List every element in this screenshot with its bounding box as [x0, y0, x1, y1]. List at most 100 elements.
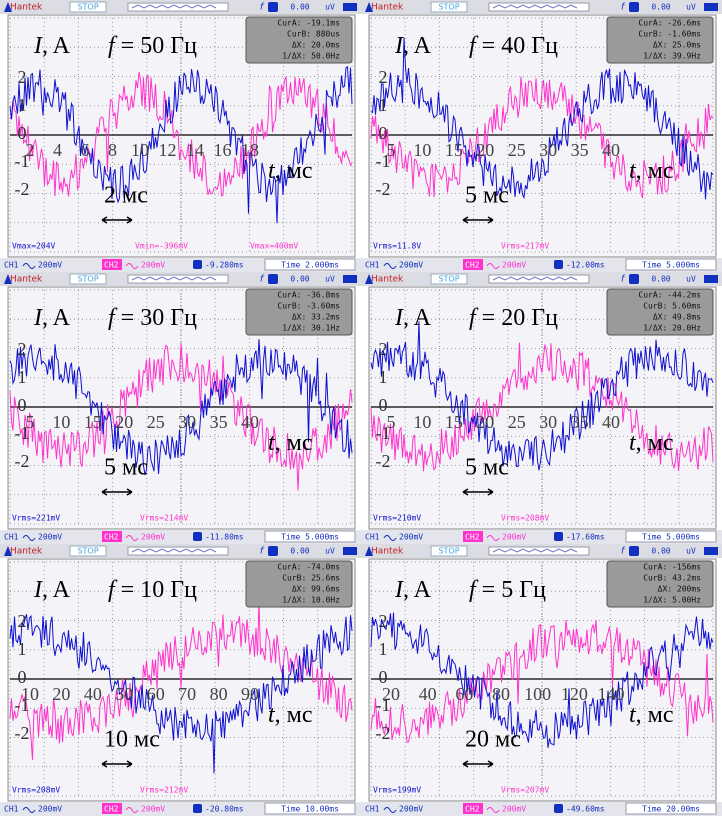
cursor-info: CurA: -44.2ms: [638, 291, 701, 300]
cursor-info: ΔX: 49.8ms: [653, 313, 701, 322]
y-tick-label: 2: [379, 339, 388, 359]
cursor-info: 1/ΔX: 50.0Hz: [282, 52, 340, 61]
brand: Hantek: [371, 275, 404, 285]
measure-readout: Vrms=208mV: [501, 514, 549, 523]
timebase: Time 2.000ms: [281, 261, 339, 270]
frequency-label: f= 30 Гц: [108, 305, 197, 331]
ch1-label: CH1: [4, 261, 19, 270]
y-tick-label: 1: [379, 639, 388, 659]
x-tick-label: 40: [602, 140, 620, 160]
time-offset: -12.00ms: [566, 261, 605, 270]
trigger-value: 0.00: [651, 3, 670, 12]
x-tick-label: 60: [455, 684, 473, 704]
offset-icon: [193, 260, 202, 269]
ch1-scale: 200mV: [399, 533, 423, 542]
y-tick-label: 1: [18, 639, 27, 659]
x-axis-label: t, мс: [629, 430, 674, 456]
cursor-info: CurB: -3.60ms: [277, 302, 340, 311]
timebase: Time 10.00ms: [281, 805, 339, 814]
measure-readout: Vrms=221mV: [12, 514, 60, 523]
trigger-unit: uV: [686, 547, 696, 556]
f-value: = 50 Гц: [121, 33, 197, 59]
measure-readout: Vrms=207mV: [501, 786, 549, 795]
x-axis-label: t, мс: [629, 158, 674, 184]
x-tick-label: 5: [26, 412, 35, 432]
trigger-value: 0.00: [290, 3, 309, 12]
timebase: Time 5.000ms: [281, 533, 339, 542]
trigger-value: 0.00: [290, 547, 309, 556]
cursor-info: ΔX: 33.2ms: [292, 313, 340, 322]
x-tick-label: 80: [492, 684, 510, 704]
measure-readout: Vrms=208mV: [12, 786, 60, 795]
ch2-label: CH2: [104, 805, 119, 814]
y-tick-label: 1: [379, 367, 388, 387]
y-tick-label: -2: [15, 451, 30, 471]
x-tick-label: 100: [524, 684, 551, 704]
x-unit: , мс: [275, 158, 313, 184]
frequency-label: f= 10 Гц: [108, 577, 197, 603]
x-tick-label: 10: [413, 412, 431, 432]
y-tick-label: -2: [376, 723, 391, 743]
y-unit: , A: [403, 305, 432, 331]
measure-readout: Vrms=214mV: [140, 514, 188, 523]
frequency-label: f= 50 Гц: [108, 33, 197, 59]
ch-icon: [629, 2, 639, 12]
offset-icon: [193, 532, 202, 541]
scope-view: HantekSTOPf0.00uVCurA: -19.1msCurB: 880u…: [0, 0, 361, 272]
y-tick-label: -2: [15, 179, 30, 199]
scope-panel: HantekSTOPf0.00uVCurA: -36.8msCurB: -3.6…: [0, 272, 361, 544]
time-offset: -11.80ms: [205, 533, 244, 542]
ch2-scale: 200mV: [502, 805, 526, 814]
trigger-unit: uV: [686, 3, 696, 12]
x-tick-label: 10: [413, 140, 431, 160]
y-axis-label: I, A: [33, 577, 71, 603]
x-tick-label: 60: [147, 684, 165, 704]
brand: Hantek: [10, 547, 43, 557]
x-tick-label: 20: [382, 684, 400, 704]
cursor-info: CurA: -156ms: [643, 563, 701, 572]
x-axis-label: t, мс: [268, 158, 313, 184]
ch1-scale: 200mV: [399, 805, 423, 814]
x-tick-label: 30: [178, 412, 196, 432]
scope-panel: HantekSTOPf0.00uVCurA: -26.6msCurB: -1.6…: [361, 0, 722, 272]
cursor-info: 1/ΔX: 5.00Hz: [643, 596, 701, 605]
status: STOP: [77, 275, 98, 284]
x-tick-label: 20: [476, 140, 494, 160]
ch2-scale: 200mV: [141, 261, 165, 270]
x-tick-label: 40: [241, 412, 259, 432]
x-tick-label: 30: [539, 412, 557, 432]
x-tick-label: 35: [571, 140, 589, 160]
frequency-label: f= 20 Гц: [469, 305, 558, 331]
y-tick-label: -2: [15, 723, 30, 743]
ch2-label: CH2: [465, 533, 480, 542]
trigger-value: 0.00: [651, 547, 670, 556]
x-tick-label: 80: [210, 684, 228, 704]
x-tick-label: 18: [241, 140, 259, 160]
trigger-unit: uV: [325, 275, 335, 284]
battery: [704, 275, 718, 283]
f-value: = 5 Гц: [482, 577, 546, 603]
x-axis-label: t, мс: [268, 702, 313, 728]
measure-readout: Vrms=217mV: [501, 242, 549, 251]
cursor-info: CurA: -26.6ms: [638, 19, 701, 28]
scope-panel: HantekSTOPf0.00uVCurA: -44.2msCurB: 5.60…: [361, 272, 722, 544]
y-axis-label: I, A: [394, 577, 432, 603]
scale-label: 2 мс: [104, 183, 148, 209]
y-tick-label: 2: [379, 67, 388, 87]
cursor-info: CurB: 43.2ms: [643, 574, 701, 583]
x-tick-label: 30: [539, 140, 557, 160]
y-tick-label: 2: [18, 339, 27, 359]
cursor-info: 1/ΔX: 10.0Hz: [282, 596, 340, 605]
scale-label: 5 мс: [465, 183, 509, 209]
ch-icon: [268, 546, 278, 556]
scale-label: 20 мс: [465, 727, 521, 753]
x-tick-label: 10: [21, 684, 39, 704]
x-unit: , мс: [636, 430, 674, 456]
x-tick-label: 15: [84, 412, 102, 432]
offset-icon: [554, 804, 563, 813]
x-tick-label: 4: [53, 140, 62, 160]
ch-icon: [629, 274, 639, 284]
time-offset: -17.60ms: [566, 533, 605, 542]
x-unit: , мс: [275, 702, 313, 728]
